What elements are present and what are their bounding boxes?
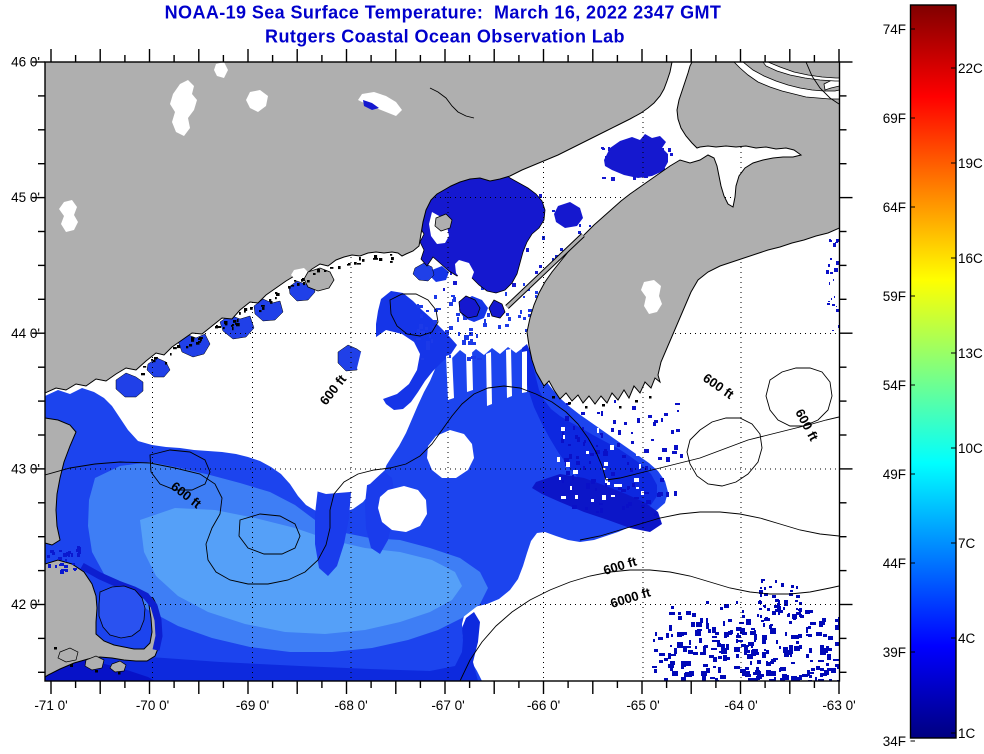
svg-text:-71 0': -71 0' (34, 698, 67, 713)
svg-text:54F: 54F (883, 378, 906, 393)
svg-text:-64 0': -64 0' (724, 698, 757, 713)
svg-text:NOAA-19 Sea Surface Temperatur: NOAA-19 Sea Surface Temperature: March 1… (165, 3, 722, 23)
svg-text:19C: 19C (958, 156, 983, 171)
svg-text:42 0': 42 0' (11, 597, 40, 612)
svg-text:Rutgers Coastal Ocean Observat: Rutgers Coastal Ocean Observation Lab (265, 27, 625, 47)
svg-text:43 0': 43 0' (11, 462, 40, 477)
svg-text:1C: 1C (958, 726, 976, 741)
svg-text:16C: 16C (958, 251, 983, 266)
svg-text:22C: 22C (958, 61, 983, 76)
svg-text:13C: 13C (958, 346, 983, 361)
svg-text:44 0': 44 0' (11, 326, 40, 341)
svg-text:49F: 49F (883, 467, 906, 482)
svg-text:-69 0': -69 0' (236, 698, 269, 713)
svg-text:34F: 34F (883, 734, 906, 749)
svg-text:-65 0': -65 0' (626, 698, 659, 713)
svg-text:-67 0': -67 0' (431, 698, 464, 713)
svg-text:-68 0': -68 0' (334, 698, 367, 713)
svg-text:-70 0': -70 0' (136, 698, 169, 713)
svg-text:64F: 64F (883, 200, 906, 215)
svg-text:69F: 69F (883, 111, 906, 126)
svg-text:-66 0': -66 0' (527, 698, 560, 713)
svg-text:44F: 44F (883, 556, 906, 571)
svg-text:39F: 39F (883, 645, 906, 660)
svg-text:59F: 59F (883, 289, 906, 304)
svg-text:10C: 10C (958, 441, 983, 456)
svg-text:7C: 7C (958, 536, 976, 551)
svg-text:-63 0': -63 0' (822, 698, 855, 713)
svg-text:4C: 4C (958, 631, 976, 646)
svg-text:46 0': 46 0' (11, 55, 40, 70)
svg-text:45 0': 45 0' (11, 190, 40, 205)
svg-text:74F: 74F (883, 22, 906, 37)
